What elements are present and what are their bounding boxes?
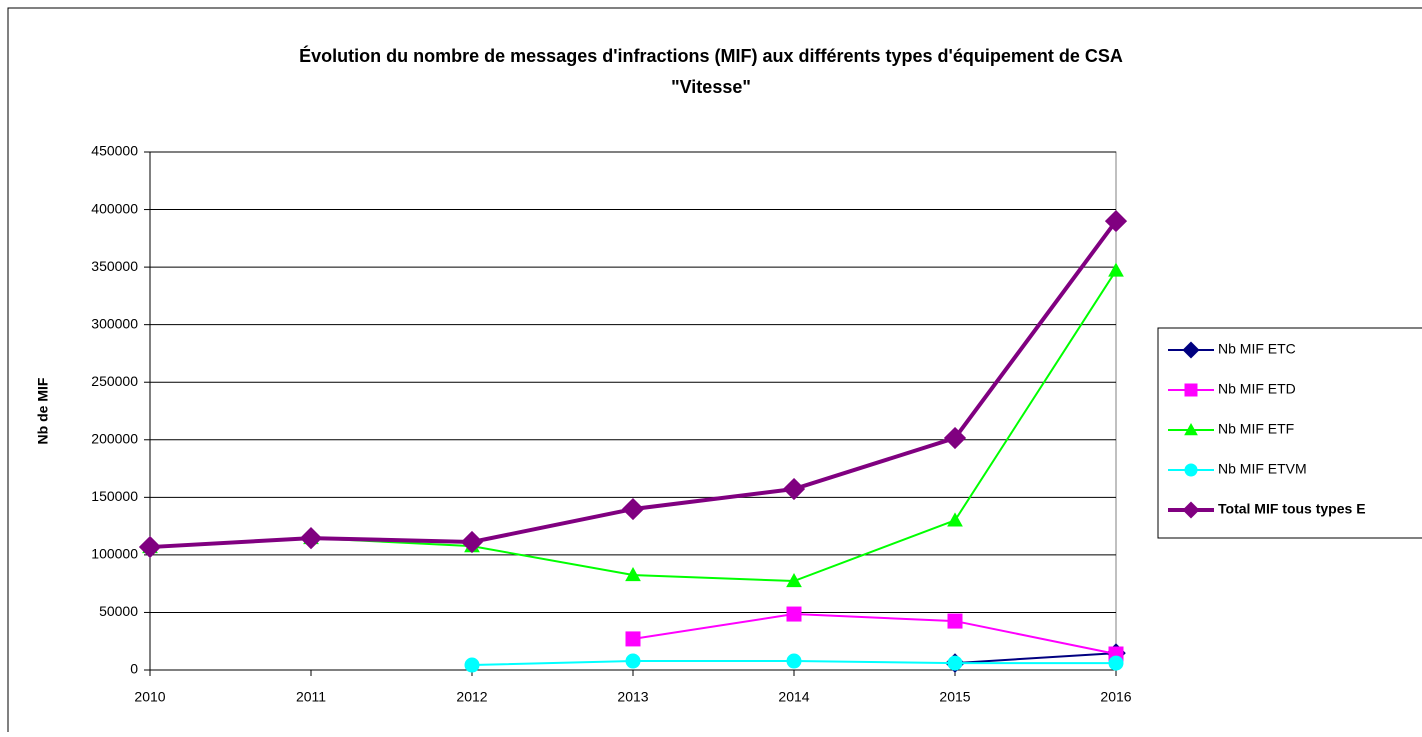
y-tick-label: 250000 — [91, 373, 138, 389]
legend-label: Nb MIF ETC — [1218, 341, 1296, 357]
data-point — [464, 657, 480, 673]
legend-label: Total MIF tous types E — [1218, 501, 1366, 517]
x-tick-label: 2011 — [296, 689, 326, 705]
x-tick-label: 2014 — [778, 689, 809, 705]
data-point — [299, 526, 323, 550]
plot-area — [149, 151, 1117, 671]
y-tick-label: 450000 — [91, 143, 138, 159]
y-tick-label: 200000 — [91, 430, 138, 446]
legend-marker — [1184, 463, 1198, 477]
series-line — [954, 652, 1117, 665]
data-point — [625, 567, 641, 582]
data-point — [625, 631, 641, 647]
y-tick-label: 0 — [130, 661, 138, 677]
data-point — [947, 512, 963, 527]
series-line — [632, 613, 1117, 655]
data-point — [621, 497, 645, 521]
chart-title: Évolution du nombre de messages d'infrac… — [299, 45, 1123, 66]
x-tick-label: 2013 — [617, 689, 648, 705]
x-tick-label: 2015 — [939, 689, 970, 705]
y-tick-label: 100000 — [91, 546, 138, 562]
legend-label: Nb MIF ETF — [1218, 421, 1294, 437]
data-point — [460, 530, 484, 554]
y-tick-label: 350000 — [91, 258, 138, 274]
legend-label: Nb MIF ETD — [1218, 381, 1296, 397]
data-point — [786, 606, 802, 622]
legend-marker — [1182, 501, 1200, 519]
legend-marker — [1182, 341, 1200, 359]
data-point — [625, 653, 641, 669]
y-tick-label: 50000 — [99, 603, 138, 619]
x-tick-label: 2012 — [456, 689, 487, 705]
data-point — [782, 477, 806, 501]
data-point — [947, 655, 963, 671]
data-point — [138, 535, 162, 559]
y-tick-label: 400000 — [91, 200, 138, 216]
data-point — [947, 613, 963, 629]
data-point — [1108, 262, 1124, 277]
x-tick-label: 2016 — [1100, 689, 1131, 705]
data-point — [1108, 655, 1124, 671]
y-tick-label: 150000 — [91, 488, 138, 504]
legend-marker — [1184, 422, 1198, 436]
data-point — [786, 653, 802, 669]
data-point — [1104, 209, 1128, 233]
data-point — [786, 572, 802, 588]
y-tick-label: 300000 — [91, 315, 138, 331]
legend-marker — [1184, 383, 1198, 397]
x-tick-label: 2010 — [134, 689, 165, 705]
data-point — [943, 426, 967, 450]
chart-title: "Vitesse" — [671, 77, 751, 97]
legend-label: Nb MIF ETVM — [1218, 461, 1307, 477]
y-axis-label: Nb de MIF — [35, 377, 51, 444]
legend — [1157, 327, 1422, 539]
